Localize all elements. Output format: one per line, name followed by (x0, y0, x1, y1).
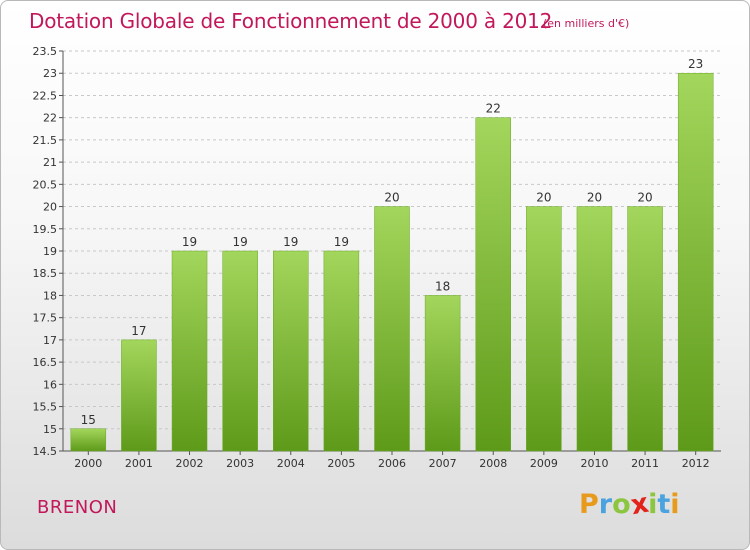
value-label-2004: 19 (283, 235, 298, 249)
value-label-2006: 20 (384, 191, 399, 205)
value-label-2003: 19 (233, 235, 248, 249)
bar-2012 (677, 72, 714, 452)
bar-2010 (576, 206, 613, 452)
value-label-2007: 18 (435, 279, 450, 293)
x-tick-label-2000: 2000 (74, 457, 102, 470)
y-tick-label: 22.5 (33, 89, 58, 102)
x-tick-label-2003: 2003 (226, 457, 254, 470)
y-tick-label: 22 (43, 112, 57, 125)
x-tick-label-2001: 2001 (125, 457, 153, 470)
y-tick-label: 17 (43, 334, 57, 347)
logo-letter: P (579, 489, 599, 520)
value-label-2009: 20 (536, 191, 551, 205)
x-tick-label-2011: 2011 (631, 457, 659, 470)
bar-2005 (323, 250, 360, 452)
y-tick-label: 16.5 (33, 356, 58, 369)
chart-title: Dotation Globale de Fonctionnement de 20… (29, 9, 553, 33)
x-tick-label-2005: 2005 (327, 457, 355, 470)
y-tick-label: 14.5 (33, 445, 58, 458)
y-tick-label: 18.5 (33, 267, 58, 280)
y-tick-label: 16 (43, 378, 57, 391)
bar-2009 (526, 206, 562, 452)
y-tick-label: 18 (43, 289, 57, 302)
y-tick-label: 21 (43, 156, 57, 169)
x-tick-label-2006: 2006 (378, 457, 406, 470)
x-tick-label-2010: 2010 (580, 457, 608, 470)
y-tick-label: 21.5 (33, 134, 58, 147)
value-label-2011: 20 (637, 191, 652, 205)
y-tick-label: 23 (43, 67, 57, 80)
value-label-2010: 20 (587, 191, 602, 205)
value-label-2008: 22 (486, 102, 501, 116)
x-tick-label-2008: 2008 (479, 457, 507, 470)
chart-unit: (en milliers d'€) (543, 17, 630, 30)
bar-2004 (273, 250, 309, 452)
y-tick-label: 15 (43, 423, 57, 436)
bar-2008 (475, 117, 511, 452)
y-tick-label: 17.5 (33, 312, 58, 325)
value-label-2005: 19 (334, 235, 349, 249)
x-tick-label-2002: 2002 (176, 457, 204, 470)
value-label-2000: 15 (81, 413, 96, 427)
bar-2006 (374, 206, 410, 452)
bar-2002 (171, 250, 208, 452)
logo-letter: i (648, 489, 658, 520)
bar-2011 (627, 206, 663, 452)
y-tick-label: 23.5 (33, 45, 58, 58)
x-tick-label-2009: 2009 (530, 457, 558, 470)
bar-2001 (121, 339, 157, 452)
y-tick-label: 20 (43, 201, 57, 214)
logo-letter: o (612, 489, 631, 520)
value-label-2012: 23 (688, 57, 703, 71)
bar-2007 (424, 295, 461, 452)
y-tick-label: 20.5 (33, 178, 58, 191)
x-tick-label-2012: 2012 (682, 457, 710, 470)
logo-letter: t (657, 489, 671, 520)
bar-2003 (222, 250, 258, 452)
commune-name: BRENON (37, 497, 118, 518)
y-tick-label: 19.5 (33, 223, 58, 236)
value-label-2001: 17 (131, 324, 146, 338)
logo-letter: r (598, 489, 613, 520)
proxiti-logo: Proxiti (579, 488, 680, 522)
y-tick-label: 15.5 (33, 401, 58, 414)
y-tick-label: 19 (43, 245, 57, 258)
x-tick-label-2007: 2007 (429, 457, 457, 470)
logo-letter: i (670, 489, 680, 520)
bar-2000 (70, 428, 107, 452)
x-tick-label-2004: 2004 (277, 457, 305, 470)
value-label-2002: 19 (182, 235, 197, 249)
